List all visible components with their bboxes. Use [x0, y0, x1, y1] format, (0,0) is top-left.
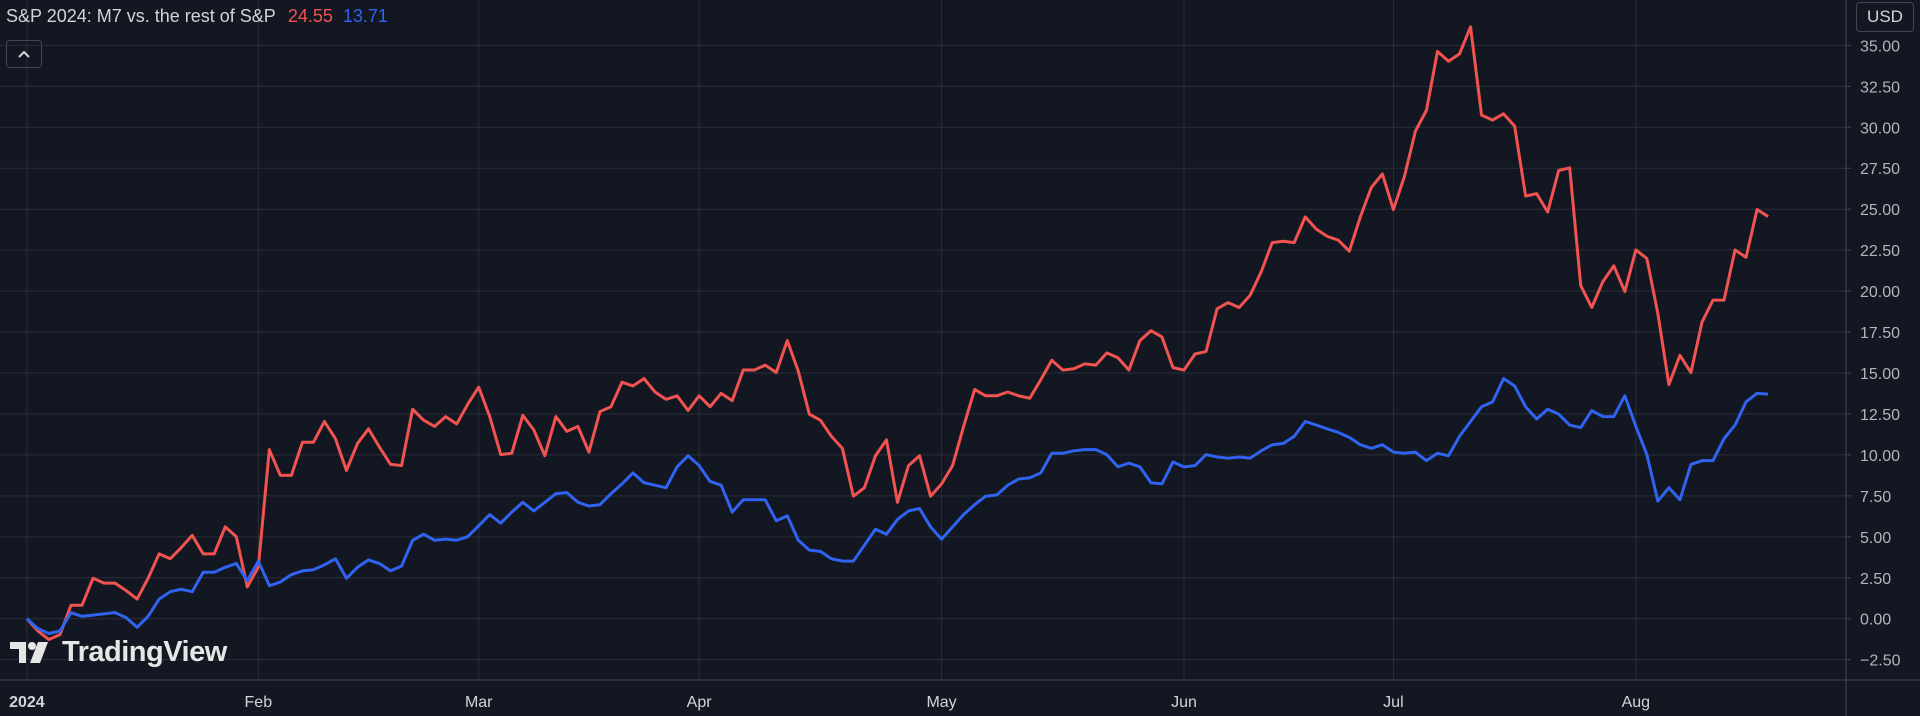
series-last-value: 24.55: [287, 6, 333, 26]
watermark-text: TradingView: [62, 636, 227, 668]
collapse-button[interactable]: [6, 40, 42, 68]
x-tick-label: Aug: [1622, 694, 1650, 711]
currency-button[interactable]: USD: [1856, 2, 1914, 32]
y-tick-label: 22.50: [1860, 243, 1900, 260]
y-tick-label: −2.50: [1860, 653, 1901, 670]
y-tick-label: 35.00: [1860, 38, 1900, 55]
watermark: TradingView: [10, 636, 227, 669]
y-tick-label: 25.00: [1860, 202, 1900, 219]
x-tick-label: Feb: [245, 694, 273, 711]
series-last-value: 13.71: [342, 6, 388, 26]
y-tick-label: 5.00: [1860, 530, 1891, 547]
collapse-icon: [18, 50, 30, 58]
x-tick-label: May: [926, 694, 956, 711]
y-tick-label: 12.50: [1860, 407, 1900, 424]
y-tick-label: 20.00: [1860, 284, 1900, 301]
x-tick-label: Jun: [1171, 694, 1197, 711]
y-tick-label: 17.50: [1860, 325, 1900, 342]
chart-title: S&P 2024: M7 vs. the rest of S&P: [6, 6, 276, 26]
y-tick-label: 2.50: [1860, 571, 1891, 588]
watermark-logo: [10, 641, 48, 663]
y-tick-label: 27.50: [1860, 161, 1900, 178]
y-tick-label: 30.00: [1860, 120, 1900, 137]
y-tick-label: 7.50: [1860, 489, 1891, 506]
y-tick-label: 0.00: [1860, 612, 1891, 629]
series-line: [25, 25, 1769, 642]
y-tick-label: 15.00: [1860, 366, 1900, 383]
series-line: [25, 377, 1769, 635]
chart-header: S&P 2024: M7 vs. the rest of S&P 24.55 1…: [6, 6, 388, 27]
y-tick-label: 32.50: [1860, 79, 1900, 96]
x-tick-label: Jul: [1383, 694, 1403, 711]
y-tick-label: 10.00: [1860, 448, 1900, 465]
x-tick-label: Mar: [465, 694, 493, 711]
x-tick-label: Apr: [687, 694, 713, 711]
x-tick-label: 2024: [9, 694, 45, 711]
